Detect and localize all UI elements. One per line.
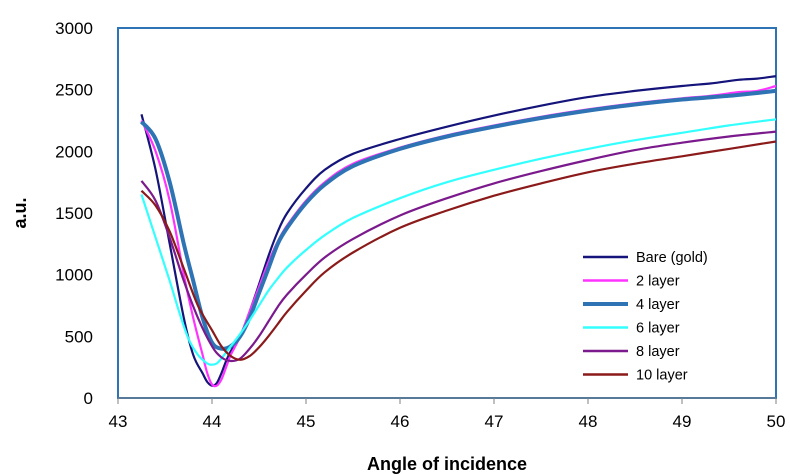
x-tick-label: 50 [767, 412, 786, 431]
series-lines [139, 75, 777, 388]
y-tick-label: 1500 [55, 204, 93, 223]
x-tick-label: 48 [579, 412, 598, 431]
series-line-4-layer [139, 88, 777, 351]
x-axis-title: Angle of incidence [367, 454, 527, 474]
x-tick-label: 46 [391, 412, 410, 431]
series-line-8-layer [140, 130, 777, 363]
legend-label-10-layer: 10 layer [636, 368, 688, 384]
y-tick-label: 1000 [55, 266, 93, 285]
y-tick-label: 2500 [55, 81, 93, 100]
legend-label-6-layer: 6 layer [636, 321, 680, 337]
legend-label-8-layer: 8 layer [636, 344, 680, 360]
y-tick-label: 0 [84, 389, 93, 408]
x-axis-ticks: 43 44 45 46 47 48 49 50 [109, 398, 786, 431]
legend-label-2-layer: 2 layer [636, 274, 680, 290]
x-tick-label: 45 [297, 412, 316, 431]
series-line-bare-gold [140, 75, 777, 387]
legend-label-bare-gold: Bare (gold) [636, 250, 708, 266]
x-tick-label: 44 [203, 412, 222, 431]
x-tick-label: 43 [109, 412, 128, 431]
x-tick-label: 47 [485, 412, 504, 431]
y-axis-title: a.u. [10, 197, 30, 228]
y-axis-ticks: 0 500 1000 1500 2000 2500 3000 [55, 19, 93, 408]
series-line-10-layer [140, 140, 777, 361]
plot-area-frame [117, 27, 777, 399]
legend-label-4-layer: 4 layer [636, 297, 680, 313]
x-tick-label: 49 [673, 412, 692, 431]
y-tick-label: 500 [65, 327, 93, 346]
y-tick-label: 2000 [55, 142, 93, 161]
legend: Bare (gold) 2 layer 4 layer 6 layer 8 layer 1… [583, 250, 708, 384]
series-line-6-layer [140, 118, 777, 366]
y-tick-label: 3000 [55, 19, 93, 38]
